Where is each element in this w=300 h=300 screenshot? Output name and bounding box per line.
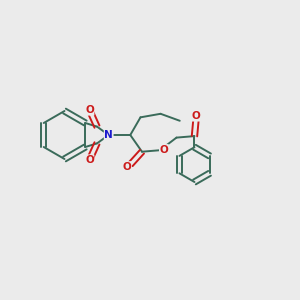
Text: O: O [123, 162, 131, 172]
Text: O: O [85, 105, 94, 115]
Text: O: O [85, 155, 94, 165]
Text: N: N [104, 130, 113, 140]
Text: O: O [192, 111, 200, 121]
Text: O: O [160, 145, 168, 154]
